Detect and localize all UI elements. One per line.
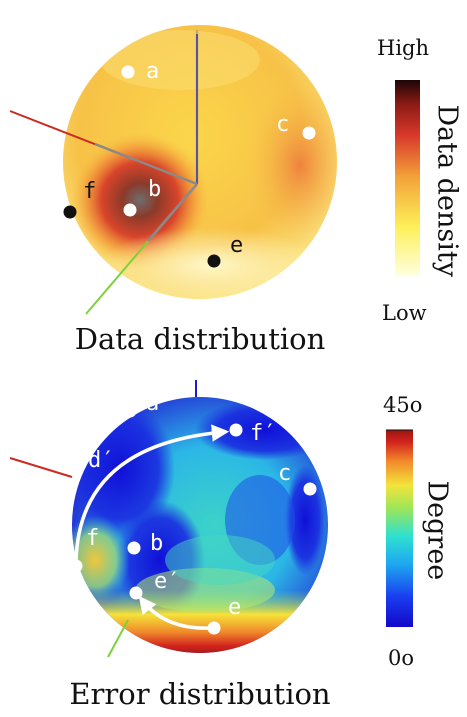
bottom-x-axis <box>9 457 73 478</box>
bottom-label-f-prime: f′ <box>250 421 277 446</box>
bottom-point-a2 <box>123 404 137 418</box>
bottom-point-e <box>207 621 221 635</box>
top-label-f: f <box>83 179 96 204</box>
arrow-f-to-f-prime <box>74 424 230 564</box>
bottom-point-e-prime <box>129 586 143 600</box>
degree-colorbar-title: Degree <box>421 480 453 581</box>
top-label-c: c <box>276 112 289 137</box>
bottom-label-a: a <box>146 391 159 416</box>
top-point-a <box>121 65 135 79</box>
density-colorbar <box>395 80 420 276</box>
data-distribution-caption: Data distribution <box>74 322 326 356</box>
top-label-a: a <box>146 59 159 84</box>
bottom-y-axis <box>107 619 129 658</box>
density-high-label: High <box>377 36 429 60</box>
top-point-e <box>207 254 221 268</box>
degree-min-label: 0o <box>388 646 415 670</box>
bottom-point-c <box>303 482 317 496</box>
bottom-label-b: b <box>150 531 163 556</box>
bottom-label-f: f <box>86 526 99 551</box>
density-low-label: Low <box>382 301 427 325</box>
bottom-point-a1 <box>103 413 117 427</box>
data-density-sphere <box>63 25 337 299</box>
error-distribution-caption: Error distribution <box>69 677 331 711</box>
top-axis-gray-y <box>147 183 198 242</box>
bottom-points: a b c e f d′ e′ f′ <box>69 391 317 635</box>
top-point-c <box>302 126 316 140</box>
top-axis-gray-x <box>94 142 198 186</box>
top-points: a b c e f <box>63 59 316 268</box>
top-label-e: e <box>230 233 243 258</box>
degree-colorbar <box>386 429 413 627</box>
density-colorbar-title: Data density <box>431 104 463 278</box>
bottom-point-f <box>69 559 83 573</box>
bottom-axes <box>9 380 197 658</box>
bottom-point-f-prime <box>229 423 243 437</box>
top-label-b: b <box>148 177 161 202</box>
top-point-f <box>63 205 77 219</box>
bottom-label-e: e <box>228 595 241 620</box>
top-point-b <box>123 203 137 217</box>
bottom-label-c: c <box>278 461 291 486</box>
arrow-e-to-e-prime <box>138 595 213 630</box>
top-axes <box>9 30 199 315</box>
degree-max-label: 45o <box>383 393 423 417</box>
bottom-point-b <box>127 541 141 555</box>
bottom-label-e-prime: e′ <box>154 569 181 594</box>
bottom-arrows <box>74 424 230 630</box>
bottom-label-d-prime: d′ <box>88 448 115 473</box>
